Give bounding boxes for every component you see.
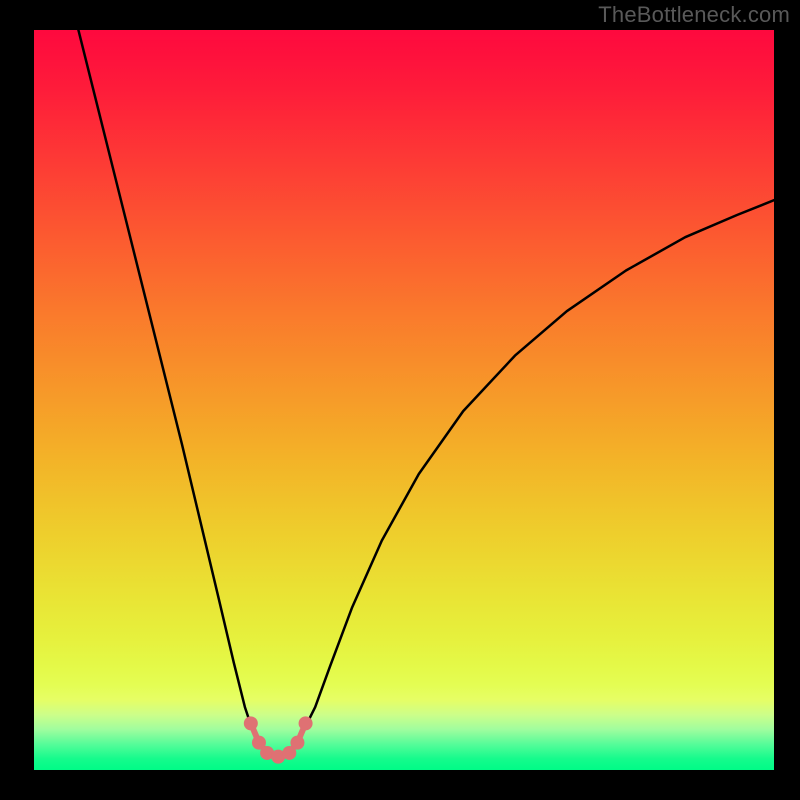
plot-area: [34, 30, 774, 770]
gradient-background: [34, 30, 774, 770]
chart-root: TheBottleneck.com: [0, 0, 800, 800]
marker-point: [299, 716, 313, 730]
marker-point: [244, 716, 258, 730]
bottleneck-curve-chart: [34, 30, 774, 770]
watermark-text: TheBottleneck.com: [598, 2, 790, 28]
marker-point: [290, 736, 304, 750]
